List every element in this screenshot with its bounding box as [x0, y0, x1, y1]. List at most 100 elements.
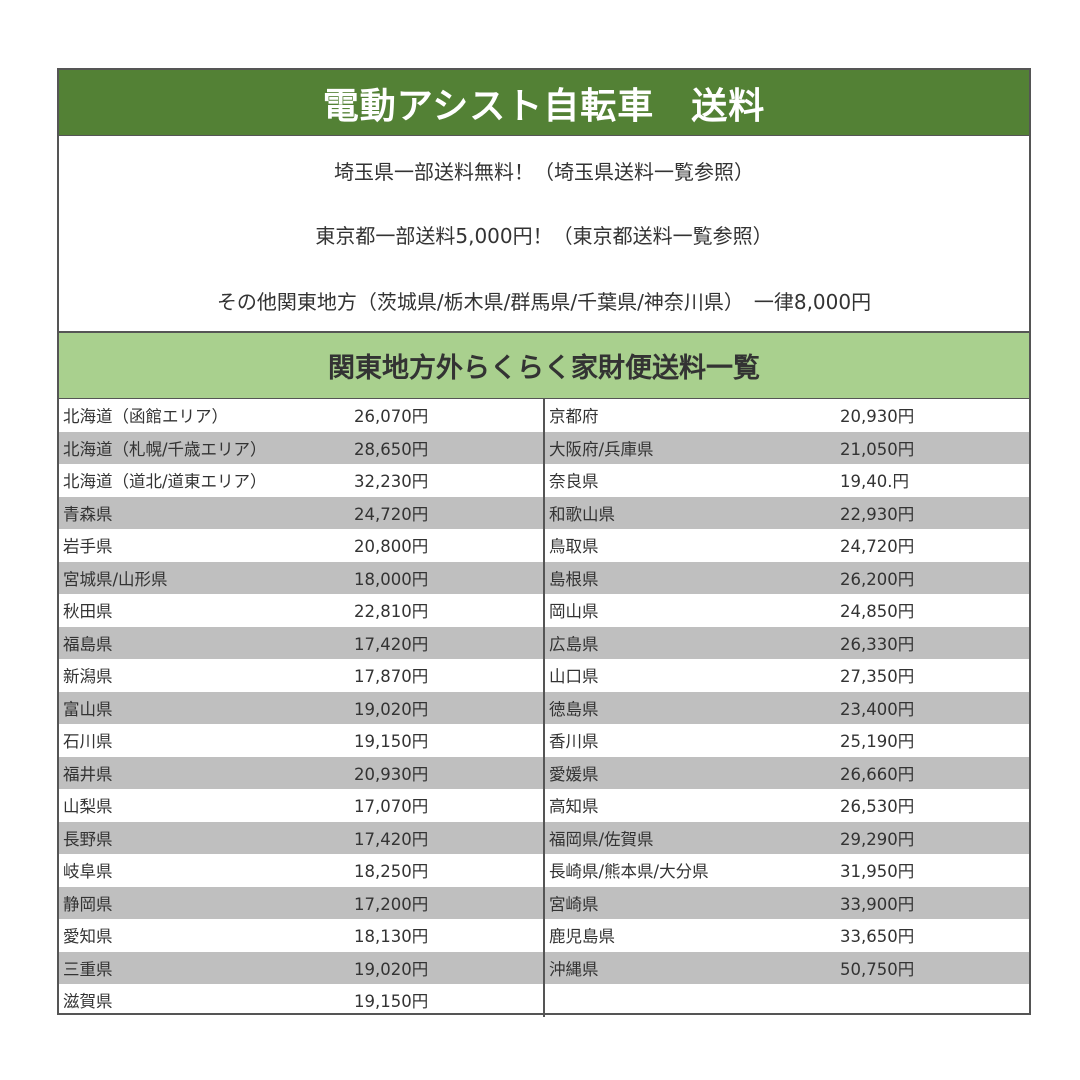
table-row: 宮城県/山形県 18,000円 — [59, 561, 543, 594]
table-row: 奈良県 19,40.円 — [545, 464, 1029, 497]
table-row: 北海道（道北/道東エリア） 32,230円 — [59, 464, 543, 497]
shipping-price: 19,020円 — [354, 699, 429, 719]
shipping-price: 32,230円 — [354, 472, 429, 492]
region-name: 鳥取県 — [549, 537, 599, 557]
table-row: 秋田県 22,810円 — [59, 594, 543, 627]
shipping-price: 20,930円 — [840, 407, 915, 427]
shipping-price: 18,130円 — [354, 927, 429, 947]
table-row: 石川県 19,150円 — [59, 724, 543, 757]
shipping-price: 18,250円 — [354, 862, 429, 882]
shipping-price: 29,290円 — [840, 829, 915, 849]
region-name: 広島県 — [549, 634, 599, 654]
table-row: 岡山県 24,850円 — [545, 594, 1029, 627]
info-section: 埼玉県一部送料無料！（埼玉県送料一覧参照） 東京都一部送料5,000円！（東京都… — [59, 135, 1029, 331]
fee-table-left-column: 北海道（函館エリア） 26,070円 北海道（札幌/千歳エリア） 28,650円 北海道… — [59, 399, 543, 1017]
region-name: 京都府 — [549, 407, 599, 427]
table-row: 三重県 19,020円 — [59, 951, 543, 984]
page-title: 電動アシスト自転車 送料 — [59, 70, 1029, 135]
shipping-price: 24,720円 — [354, 504, 429, 524]
info-saitama: 埼玉県一部送料無料！（埼玉県送料一覧参照） — [334, 160, 754, 184]
region-name: 滋賀県 — [63, 992, 113, 1012]
table-row: 岐阜県 18,250円 — [59, 854, 543, 887]
table-row: 島根県 26,200円 — [545, 561, 1029, 594]
table-row: 青森県 24,720円 — [59, 496, 543, 529]
region-name: 青森県 — [63, 504, 113, 524]
table-row: 宮崎県 33,900円 — [545, 886, 1029, 919]
region-name: 北海道（函館エリア） — [63, 407, 228, 427]
region-name: 北海道（札幌/千歳エリア） — [63, 439, 267, 459]
table-row: 鹿児島県 33,650円 — [545, 919, 1029, 952]
region-name: 宮崎県 — [549, 894, 599, 914]
shipping-price: 25,190円 — [840, 732, 915, 752]
shipping-price: 28,650円 — [354, 439, 429, 459]
fee-table-right-column: 京都府 20,930円 大阪府/兵庫県 21,050円 奈良県 19,40.円 和歌山県 22… — [543, 399, 1029, 1017]
region-name: 高知県 — [549, 797, 599, 817]
table-row: 香川県 25,190円 — [545, 724, 1029, 757]
region-name: 山口県 — [549, 667, 599, 687]
table-row: 京都府 20,930円 — [545, 399, 1029, 432]
table-row: 長崎県/熊本県/大分県 31,950円 — [545, 854, 1029, 887]
table-row: 滋賀県 19,150円 — [59, 984, 543, 1017]
table-row: 愛媛県 26,660円 — [545, 756, 1029, 789]
region-name: 福岡県/佐賀県 — [549, 829, 654, 849]
table-row — [545, 984, 1029, 1017]
region-name: 新潟県 — [63, 667, 113, 687]
shipping-price: 21,050円 — [840, 439, 915, 459]
shipping-price: 19,150円 — [354, 992, 429, 1012]
shipping-price: 26,070円 — [354, 407, 429, 427]
info-other-kanto: その他関東地方（茨城県/栃木県/群馬県/千葉県/神奈川県） 一律8,000円 — [216, 290, 872, 314]
shipping-price: 22,810円 — [354, 602, 429, 622]
region-name: 島根県 — [549, 569, 599, 589]
shipping-price: 18,000円 — [354, 569, 429, 589]
shipping-price: 26,530円 — [840, 797, 915, 817]
table-row: 愛知県 18,130円 — [59, 919, 543, 952]
region-name: 静岡県 — [63, 894, 113, 914]
table-row: 山梨県 17,070円 — [59, 789, 543, 822]
region-name: 北海道（道北/道東エリア） — [63, 472, 267, 492]
shipping-price: 26,330円 — [840, 634, 915, 654]
region-name: 富山県 — [63, 699, 113, 719]
table-row: 鳥取県 24,720円 — [545, 529, 1029, 562]
shipping-price: 33,900円 — [840, 894, 915, 914]
table-row: 福岡県/佐賀県 29,290円 — [545, 821, 1029, 854]
shipping-price: 26,660円 — [840, 764, 915, 784]
table-row: 富山県 19,020円 — [59, 691, 543, 724]
region-name: 宮城県/山形県 — [63, 569, 168, 589]
shipping-price: 26,200円 — [840, 569, 915, 589]
region-name: 岡山県 — [549, 602, 599, 622]
region-name: 愛知県 — [63, 927, 113, 947]
shipping-price: 20,800円 — [354, 537, 429, 557]
table-row: 北海道（函館エリア） 26,070円 — [59, 399, 543, 432]
shipping-price: 17,070円 — [354, 797, 429, 817]
shipping-price: 33,650円 — [840, 927, 915, 947]
shipping-price: 19,150円 — [354, 732, 429, 752]
shipping-price: 50,750円 — [840, 959, 915, 979]
info-tokyo: 東京都一部送料5,000円！（東京都送料一覧参照） — [315, 224, 773, 248]
shipping-price: 24,720円 — [840, 537, 915, 557]
region-name: 三重県 — [63, 959, 113, 979]
region-name: 岐阜県 — [63, 862, 113, 882]
region-name: 香川県 — [549, 732, 599, 752]
table-row: 長野県 17,420円 — [59, 821, 543, 854]
table-row: 新潟県 17,870円 — [59, 659, 543, 692]
region-name: 長野県 — [63, 829, 113, 849]
table-row: 岩手県 20,800円 — [59, 529, 543, 562]
shipping-fee-sheet: 電動アシスト自転車 送料 埼玉県一部送料無料！（埼玉県送料一覧参照） 東京都一部… — [57, 68, 1031, 1017]
shipping-price: 17,420円 — [354, 634, 429, 654]
shipping-price: 27,350円 — [840, 667, 915, 687]
shipping-price: 24,850円 — [840, 602, 915, 622]
shipping-price: 23,400円 — [840, 699, 915, 719]
region-name: 長崎県/熊本県/大分県 — [549, 862, 709, 882]
region-name: 石川県 — [63, 732, 113, 752]
table-row: 福島県 17,420円 — [59, 626, 543, 659]
region-name: 愛媛県 — [549, 764, 599, 784]
region-name: 岩手県 — [63, 537, 113, 557]
shipping-price: 22,930円 — [840, 504, 915, 524]
table-row: 北海道（札幌/千歳エリア） 28,650円 — [59, 431, 543, 464]
region-name: 奈良県 — [549, 472, 599, 492]
table-row: 広島県 26,330円 — [545, 626, 1029, 659]
table-row: 山口県 27,350円 — [545, 659, 1029, 692]
region-name: 山梨県 — [63, 797, 113, 817]
table-row: 高知県 26,530円 — [545, 789, 1029, 822]
table-row: 沖縄県 50,750円 — [545, 951, 1029, 984]
